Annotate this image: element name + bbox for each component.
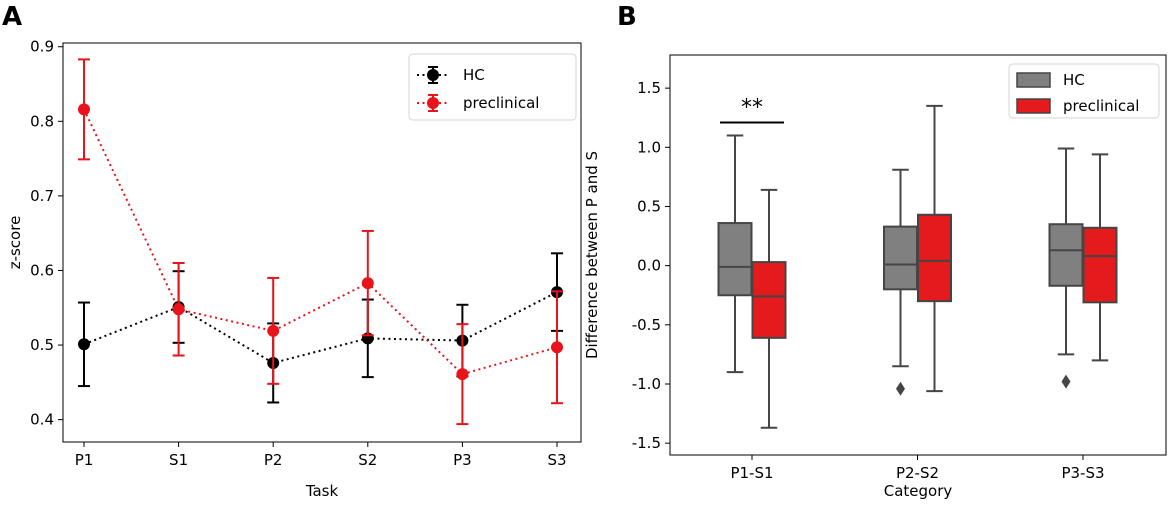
x-tick-label: P2-S2 bbox=[896, 464, 939, 482]
box-body bbox=[1048, 223, 1084, 287]
y-tick-label: 0.5 bbox=[637, 197, 661, 215]
y-axis-label: z-score bbox=[6, 216, 24, 270]
y-tick-label: 1.0 bbox=[637, 138, 661, 156]
legend-label-preclinical: preclinical bbox=[463, 94, 539, 112]
box-body bbox=[717, 222, 753, 297]
plot-frame bbox=[62, 42, 582, 443]
box-hc bbox=[717, 134, 753, 374]
significance-label: ** bbox=[741, 95, 763, 120]
x-tick-label: P1-S1 bbox=[730, 464, 773, 482]
x-axis-label: Task bbox=[305, 482, 339, 500]
line-chart-panel: 0.4 0.5 0.6 0.7 0.8 0.9 P1 S1 P2 S2 P3 S3 Task z-scor… bbox=[6, 38, 582, 500]
data-point bbox=[172, 303, 185, 316]
box-chart-panel: -1.5 -1.0 -0.5 0.0 0.5 1.0 1.5 P1-S1 P2-S2 P3-S3 C… bbox=[583, 54, 1167, 500]
box-body bbox=[1082, 226, 1118, 304]
y-tick-label: 1.5 bbox=[637, 79, 661, 97]
legend-marker bbox=[427, 69, 439, 81]
y-tick-label: 0.0 bbox=[637, 257, 661, 275]
legend-label-hc: HC bbox=[463, 66, 485, 84]
legend-swatch bbox=[1016, 72, 1051, 88]
box-preclinical bbox=[1082, 153, 1118, 362]
y-tick-label: -0.5 bbox=[632, 316, 661, 334]
y-tick-label: -1.0 bbox=[632, 375, 661, 393]
x-tick-label: S3 bbox=[547, 451, 566, 469]
box-body bbox=[917, 213, 952, 303]
outlier-marker bbox=[1061, 374, 1071, 389]
data-point bbox=[361, 277, 374, 290]
box-preclinical bbox=[751, 188, 787, 429]
outlier-marker bbox=[896, 381, 905, 396]
series-line-hc bbox=[83, 291, 558, 365]
series-line-preclinical bbox=[83, 108, 558, 376]
legend-marker bbox=[427, 97, 439, 109]
y-tick-label: 0.8 bbox=[30, 112, 54, 130]
data-point bbox=[78, 103, 90, 116]
data-point bbox=[551, 341, 563, 354]
box-hc bbox=[1048, 147, 1084, 389]
x-tick-label: P3-S3 bbox=[1061, 464, 1104, 482]
y-tick-label: 0.4 bbox=[30, 411, 54, 429]
y-tick-label: 0.5 bbox=[30, 336, 54, 354]
data-point bbox=[456, 368, 469, 381]
legend-swatch bbox=[1016, 98, 1051, 114]
y-tick-label: -1.5 bbox=[632, 434, 661, 452]
panel-letter-b: B bbox=[617, 2, 637, 32]
legend-label-hc: HC bbox=[1063, 71, 1085, 89]
data-point bbox=[78, 338, 90, 351]
x-tick-label: S1 bbox=[169, 451, 188, 469]
x-tick-label: P2 bbox=[264, 451, 283, 469]
x-tick-label: P3 bbox=[453, 451, 472, 469]
x-axis-label: Category bbox=[884, 482, 953, 500]
y-tick-label: 0.7 bbox=[30, 187, 54, 205]
y-tick-label: 0.6 bbox=[30, 261, 54, 279]
y-tick-label: 0.9 bbox=[30, 38, 54, 56]
legend-box bbox=[408, 53, 577, 121]
box-preclinical bbox=[917, 104, 952, 393]
box-body bbox=[751, 261, 787, 339]
data-point bbox=[267, 324, 280, 337]
x-tick-label: S2 bbox=[358, 451, 377, 469]
legend-label-preclinical: preclinical bbox=[1063, 97, 1139, 115]
panel-letter-a: A bbox=[2, 2, 22, 32]
y-axis-label: Difference between P and S bbox=[583, 151, 601, 359]
x-tick-label: P1 bbox=[75, 451, 94, 469]
box-hc bbox=[883, 168, 918, 396]
box-body bbox=[883, 225, 918, 291]
